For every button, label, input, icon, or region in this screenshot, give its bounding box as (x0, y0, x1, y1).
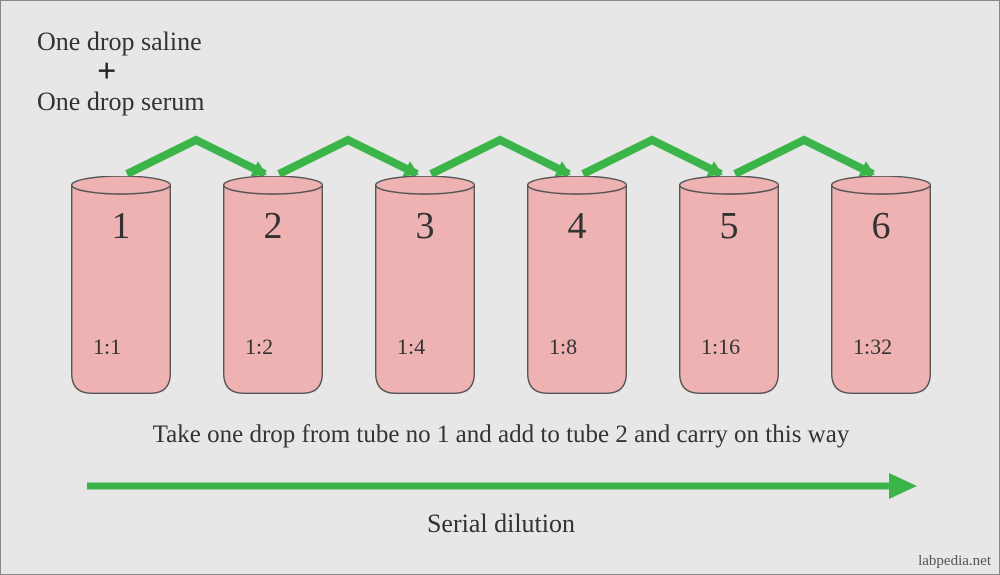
serial-dilution-arrow (87, 471, 917, 501)
plus-sign: + (97, 53, 116, 91)
transfer-arrows (111, 126, 921, 178)
tube-1: 1 1:1 (71, 176, 171, 394)
tube-number: 4 (527, 204, 627, 248)
tube-number: 6 (831, 204, 931, 248)
tubes-row: 1 1:1 2 1:2 3 1:4 4 1:8 5 1:16 6 1:32 (71, 176, 931, 394)
tube-number: 3 (375, 204, 475, 248)
tube-5: 5 1:16 (679, 176, 779, 394)
bottom-label: Serial dilution (1, 509, 1000, 539)
header-line-2: One drop serum (37, 87, 205, 117)
instruction-text: Take one drop from tube no 1 and add to … (1, 421, 1000, 449)
tube-ratio: 1:2 (245, 334, 273, 360)
tube-2: 2 1:2 (223, 176, 323, 394)
tube-ratio: 1:8 (549, 334, 577, 360)
tube-6: 6 1:32 (831, 176, 931, 394)
diagram-canvas: One drop saline + One drop serum 1 1:1 2 1:… (0, 0, 1000, 575)
tube-ratio: 1:16 (701, 334, 740, 360)
header-line-1: One drop saline (37, 27, 202, 57)
tube-ratio: 1:1 (93, 334, 121, 360)
tube-number: 2 (223, 204, 323, 248)
tube-ratio: 1:4 (397, 334, 425, 360)
tube-number: 5 (679, 204, 779, 248)
credit-text: labpedia.net (918, 553, 991, 570)
tube-number: 1 (71, 204, 171, 248)
tube-3: 3 1:4 (375, 176, 475, 394)
tube-ratio: 1:32 (853, 334, 892, 360)
tube-4: 4 1:8 (527, 176, 627, 394)
